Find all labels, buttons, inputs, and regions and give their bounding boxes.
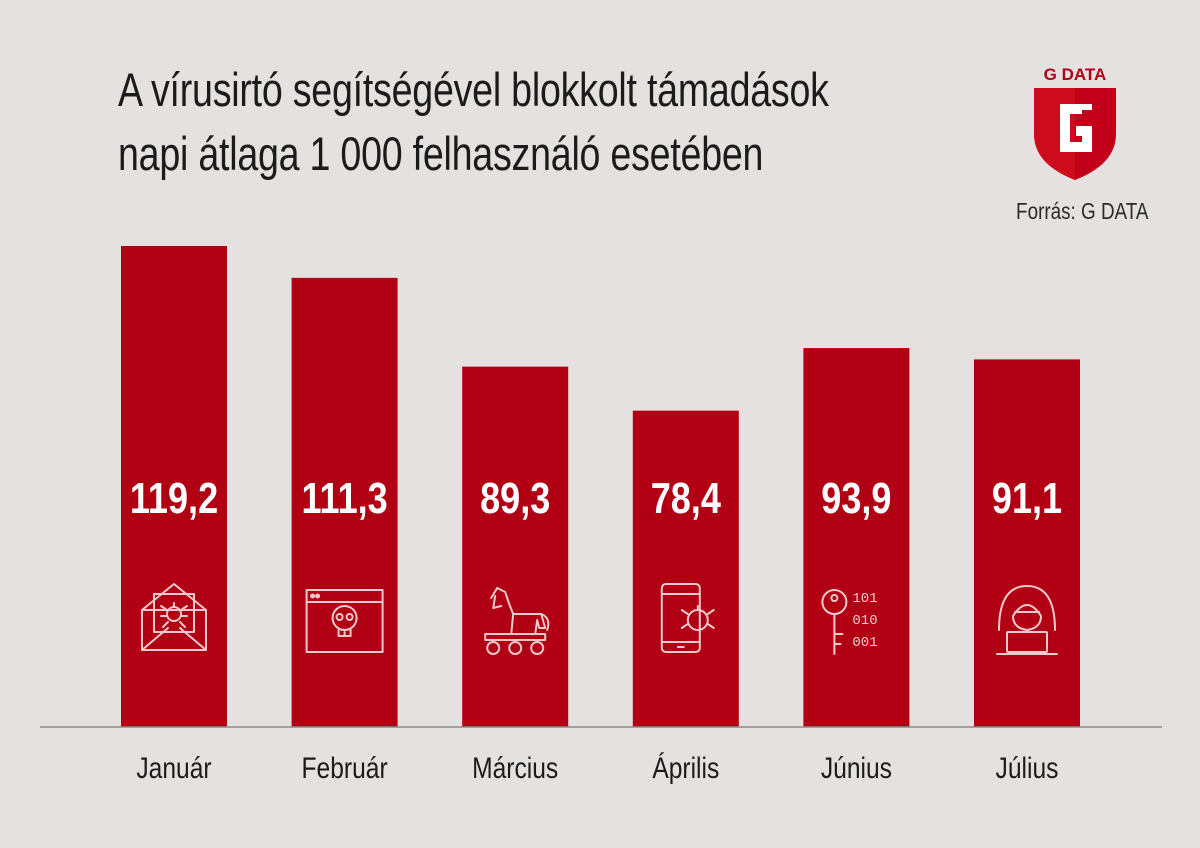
category-label-1: Január: [136, 751, 211, 785]
value-label-6: 91,1: [992, 474, 1062, 523]
value-label-1: 119,2: [130, 474, 218, 523]
logo-text: G DATA: [1044, 65, 1107, 84]
category-label-3: Március: [472, 751, 558, 785]
value-label-4: 78,4: [651, 474, 722, 523]
title-line-2: napi átlaga 1 000 felhasználó esetében: [118, 127, 764, 180]
bar-4: [632, 410, 739, 727]
value-label-3: 89,3: [480, 474, 550, 523]
phone-bug-icon: [660, 583, 715, 653]
gdata-logo: G DATA: [1034, 65, 1116, 180]
bar-3: [462, 366, 569, 727]
category-label-6: Július: [996, 751, 1059, 785]
bar-6: [974, 359, 1080, 727]
svg-text:010: 010: [852, 613, 877, 629]
browser-skull-icon: [305, 589, 384, 653]
key-binary-icon: 101 010 001: [821, 589, 878, 655]
svg-text:101: 101: [852, 591, 877, 607]
source-note: Forrás: G DATA: [1015, 198, 1148, 224]
hacker-icon: [996, 585, 1058, 655]
title-line-1: A vírusirtó segítségével blokkolt támadá…: [118, 63, 829, 116]
category-label-2: Február: [302, 751, 388, 785]
value-label-5: 93,9: [821, 474, 891, 523]
bar-5: [803, 348, 910, 727]
svg-text:001: 001: [852, 635, 877, 651]
value-label-2: 111,3: [301, 474, 387, 523]
bar-1: [121, 246, 227, 727]
category-label-4: Április: [652, 751, 719, 785]
trojan-horse-icon: [484, 587, 550, 655]
category-label-5: Június: [821, 751, 892, 785]
chart-title: A vírusirtó segítségével blokkolt támadá…: [118, 58, 829, 186]
email-bug-icon: [141, 583, 207, 651]
